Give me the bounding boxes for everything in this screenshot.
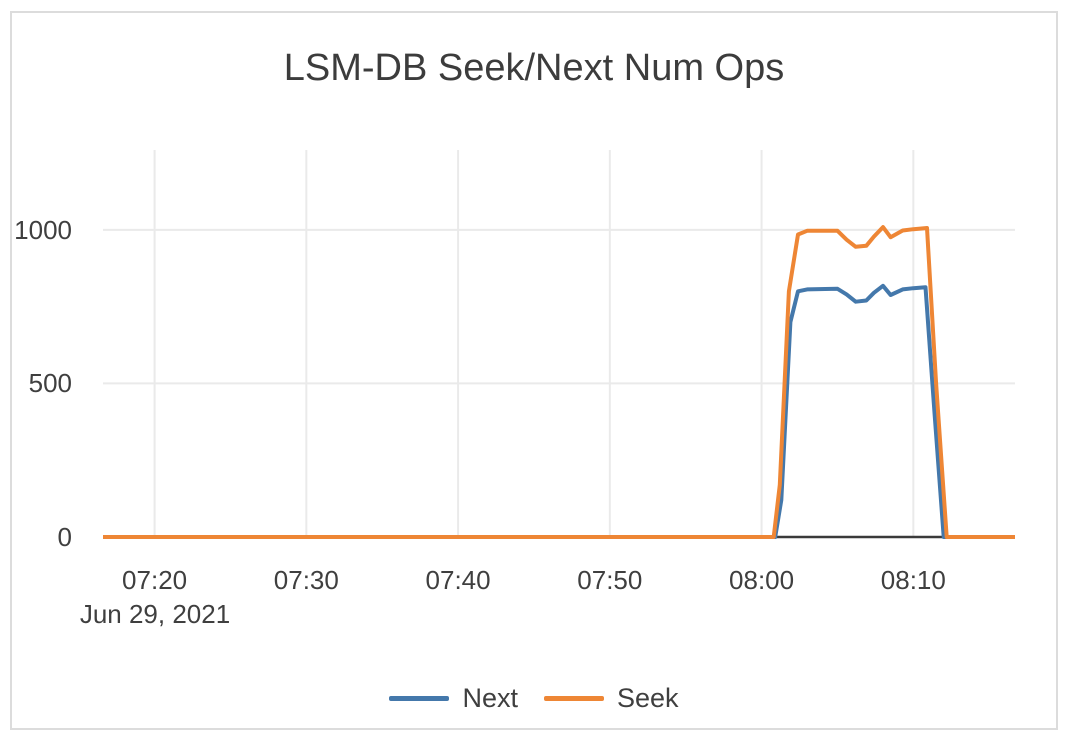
legend: Next Seek: [0, 683, 1068, 714]
horizontal-gridlines: [103, 228, 1015, 385]
legend-label: Next: [462, 683, 518, 713]
chart-card: [10, 11, 1058, 730]
x-tick-label: 07:40: [425, 565, 491, 595]
legend-swatch-next: [389, 696, 450, 701]
x-tick-label: 07:20: [122, 565, 188, 595]
x-tick-label: 07:50: [577, 565, 643, 595]
legend-swatch-seek: [543, 696, 604, 701]
legend-item-next[interactable]: Next: [389, 683, 518, 714]
series-line-seek: [103, 225, 1015, 539]
vertical-gridlines: [153, 150, 915, 537]
y-tick-label: 1000: [14, 214, 72, 245]
series-line-next: [103, 283, 1015, 539]
y-tick-label: 500: [28, 368, 72, 399]
x-axis-date-label: Jun 29, 2021: [79, 599, 231, 629]
x-tick-label: 07:30: [273, 565, 339, 595]
x-tick-label: 08:10: [880, 565, 946, 595]
chart-title: LSM-DB Seek/Next Num Ops: [283, 47, 785, 89]
y-tick-label: 0: [57, 522, 72, 552]
legend-label: Seek: [616, 683, 679, 713]
x-tick-label: 08:00: [729, 565, 795, 595]
legend-item-seek[interactable]: Seek: [543, 683, 679, 714]
